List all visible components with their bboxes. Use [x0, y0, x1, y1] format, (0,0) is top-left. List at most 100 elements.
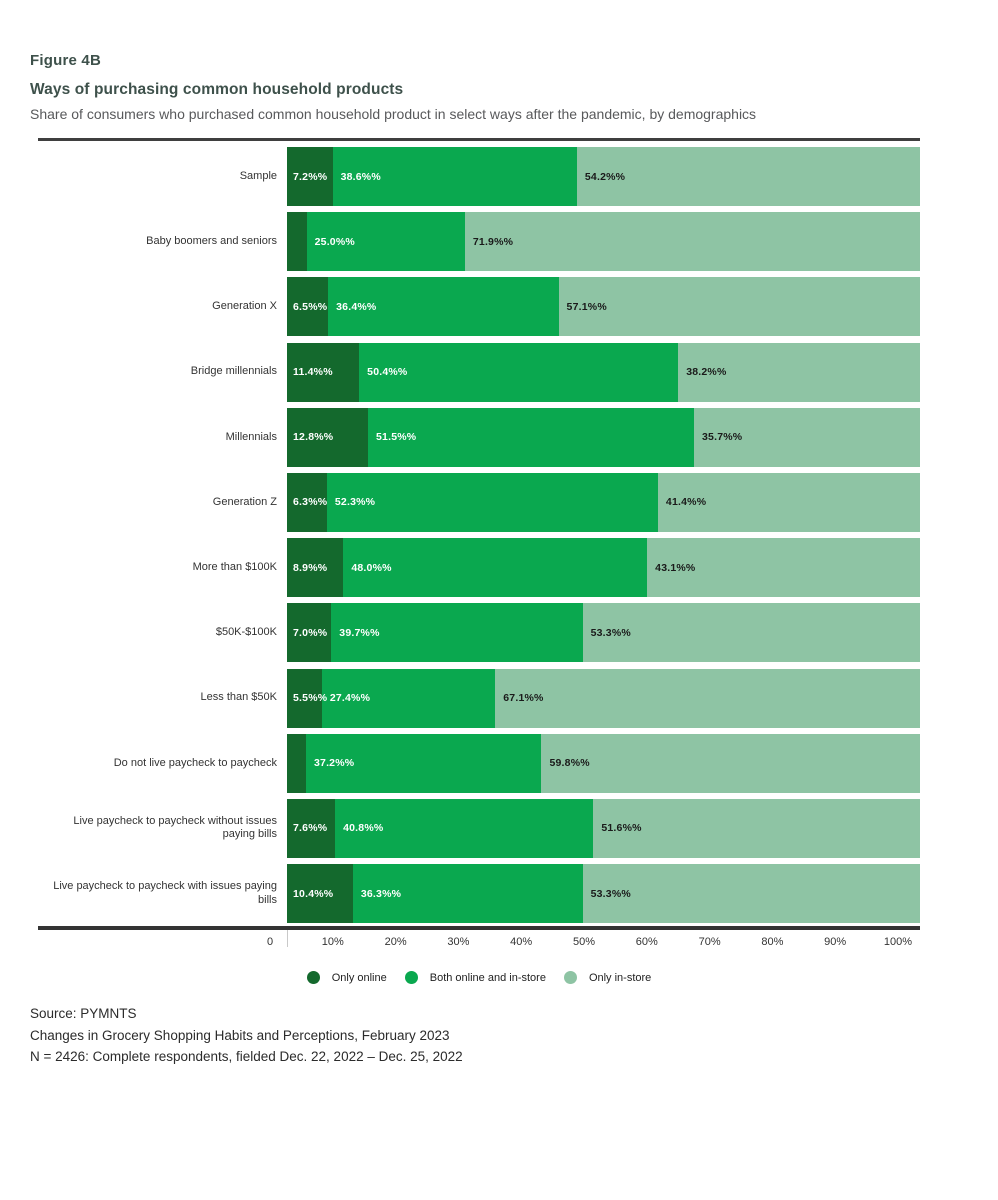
bar-segment: 40.8%% — [335, 798, 594, 858]
x-axis-tick-label: 0 — [266, 936, 274, 948]
bar-segment: 50.4%% — [359, 342, 679, 402]
chart-row: Sample 7.2%% 38.6%% 54.2%% — [38, 147, 920, 206]
bar-segment: 57.1%% — [558, 277, 920, 337]
axis-line — [38, 926, 920, 930]
legend-item: Only online — [306, 971, 387, 984]
x-axis-tick-label: 60% — [635, 936, 658, 948]
x-axis-tick-label: 40% — [510, 936, 533, 948]
bar-segment: 38.6%% — [332, 147, 577, 206]
category-label: Generation Z — [212, 495, 277, 508]
segment-value-label: 38.2%% — [686, 366, 727, 379]
bar-segment: 8.9%% — [287, 538, 344, 598]
sample-size-line: N = 2426: Complete respondents, fielded … — [30, 1049, 463, 1064]
stacked-bar: 25.0%% 71.9%% — [287, 212, 920, 272]
x-axis-tick-label: 50% — [572, 936, 596, 948]
segment-value-label: 53.3%% — [590, 626, 631, 639]
category-label: Bridge millennials — [190, 365, 277, 378]
bar-segment: 7.0%% — [287, 603, 332, 663]
segment-value-label: 7.6%% — [293, 822, 328, 835]
segment-value-label: 27.4%% — [329, 692, 371, 704]
chart-row: Generation X 6.5%% 36.4%% 57.1%% — [38, 277, 920, 337]
segment-value-label: 59.8%% — [549, 757, 590, 770]
chart-header: Figure 4B Ways of purchasing common hous… — [30, 52, 756, 122]
stacked-bar: 11.4%% 50.4%% 38.2%% — [287, 342, 920, 402]
bar-segment: 6.3%% — [287, 472, 327, 532]
segment-value-label: 48.0%% — [351, 561, 392, 574]
chart-row: More than $100K 8.9%% 48.0%% 43.1%% — [38, 538, 920, 598]
stacked-bar: 37.2%% 59.8%% — [287, 733, 920, 793]
category-label: $50K-$100K — [215, 626, 277, 639]
bar-segment: 6.5%% — [287, 277, 329, 337]
segment-value-label: 51.6%% — [601, 822, 642, 835]
category-label: More than $100K — [192, 561, 277, 574]
segment-value-label: 39.7%% — [339, 626, 380, 639]
figure-label: Figure 4B — [30, 52, 101, 69]
bar-segment: 5.5%% — [287, 668, 327, 728]
segment-value-label: 50.4%% — [367, 366, 408, 379]
chart-row: $50K-$100K 7.0%% 39.7%% 53.3%% — [38, 603, 920, 663]
segment-value-label: 52.3%% — [334, 496, 376, 509]
bar-segment — [287, 733, 306, 793]
stacked-bar: 7.0%% 39.7%% 53.3%% — [287, 603, 920, 663]
stacked-bar-chart: Sample 7.2%% 38.6%% 54.2%% Baby boomers and … — [38, 147, 920, 929]
bar-segment: 41.4%% — [657, 472, 920, 532]
report-name-line: Changes in Grocery Shopping Habits and P… — [30, 1027, 450, 1043]
stacked-bar: 6.3%% 52.3%% 41.4%% — [287, 472, 920, 532]
bar-segment: 53.3%% — [582, 864, 920, 924]
stacked-bar: 12.8%% 51.5%% 35.7%% — [287, 407, 920, 467]
top-divider — [38, 138, 920, 141]
segment-value-label: 71.9%% — [472, 235, 514, 248]
segment-value-label: 7.0%% — [293, 626, 328, 639]
legend-label: Only online — [331, 971, 387, 984]
bar-segment: 36.4%% — [328, 277, 559, 337]
legend-swatch-icon — [306, 971, 320, 984]
bar-segment: 43.1%% — [647, 538, 920, 598]
stacked-bar: 7.6%% 40.8%% 51.6%% — [287, 798, 920, 858]
legend-item: Only in-store — [563, 971, 651, 984]
segment-value-label: 12.8%% — [293, 431, 334, 444]
segment-value-label: 36.4%% — [336, 300, 377, 313]
stacked-bar: 6.5%% 36.4%% 57.1%% — [287, 277, 920, 337]
segment-value-label: 10.4%% — [293, 887, 334, 900]
bar-segment: 67.1%% — [495, 668, 920, 728]
bar-segment: 25.0%% — [306, 212, 465, 272]
bar-segment: 27.4%% — [321, 668, 496, 728]
x-axis-tick-label: 80% — [761, 936, 784, 948]
segment-value-label: 25.0%% — [314, 235, 355, 248]
stacked-bar: 8.9%% 48.0%% 43.1%% — [287, 538, 920, 598]
category-label: Millennials — [225, 430, 277, 443]
segment-value-label: 43.1%% — [655, 561, 696, 574]
segment-value-label: 8.9%% — [293, 561, 328, 574]
chart-row: Do not live paycheck to paycheck 37.2%% 59… — [38, 733, 920, 793]
segment-value-label: 35.7%% — [702, 431, 743, 444]
bar-segment: 7.2%% — [287, 147, 333, 206]
segment-value-label: 37.2%% — [313, 757, 355, 770]
chart-row: Less than $50K 5.5%% 27.4%% 67.1%% — [38, 668, 920, 728]
legend-label: Both online and in-store — [429, 971, 546, 984]
x-axis-labels: 0 10% 20% 30% 40% 50% 60% 70% 80% 90% 100% — [266, 936, 912, 950]
category-label: Live paycheck to paycheck without issues… — [73, 815, 277, 841]
bar-segment: 51.6%% — [593, 798, 920, 858]
category-label: Less than $50K — [200, 691, 277, 704]
bar-segment: 48.0%% — [343, 538, 648, 598]
category-label: Baby boomers and seniors — [146, 235, 277, 248]
zero-tick-mark — [287, 930, 288, 947]
segment-value-label: 7.2%% — [293, 170, 328, 183]
chart-legend: Only online Both online and in-store Only … — [38, 971, 920, 984]
bar-segment: 59.8%% — [541, 733, 920, 793]
bar-segment: 38.2%% — [678, 342, 920, 402]
segment-value-label: 38.6%% — [340, 170, 381, 183]
x-axis-tick-label: 70% — [698, 936, 721, 948]
bar-segment — [287, 212, 307, 272]
segment-value-label: 40.8%% — [343, 822, 384, 835]
legend-item: Both online and in-store — [404, 971, 546, 984]
segment-value-label: 53.3%% — [590, 887, 631, 900]
chart-subtitle: Share of consumers who purchased common … — [30, 106, 757, 122]
x-axis-tick-label: 30% — [447, 936, 470, 948]
chart-row: Live paycheck to paycheck with issues pa… — [38, 864, 920, 924]
category-label: Generation X — [212, 300, 277, 313]
bar-segment: 53.3%% — [582, 603, 920, 663]
bar-segment: 35.7%% — [694, 407, 920, 467]
bar-segment: 52.3%% — [326, 472, 658, 532]
